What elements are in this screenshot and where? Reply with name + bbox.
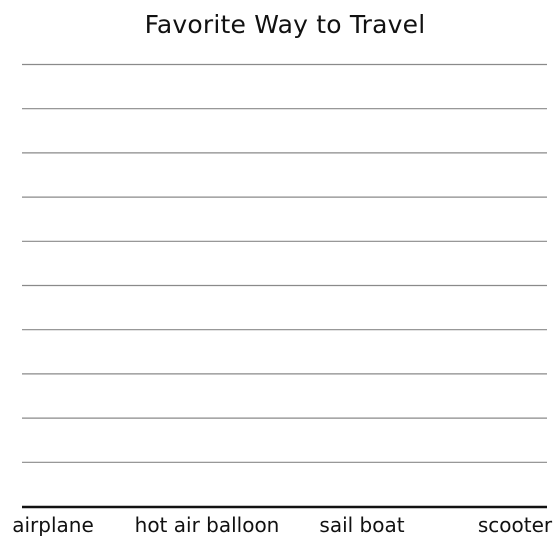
x-tick-label: airplane xyxy=(12,513,94,536)
gridlines xyxy=(22,63,547,463)
x-tick-label: sail boat xyxy=(319,513,404,536)
category-labels: airplane hot air balloon sail boat scooter xyxy=(12,513,553,536)
x-tick-label: scooter xyxy=(478,513,553,536)
x-tick-label: hot air balloon xyxy=(135,513,280,536)
chart-title: Favorite Way to Travel xyxy=(144,10,426,39)
